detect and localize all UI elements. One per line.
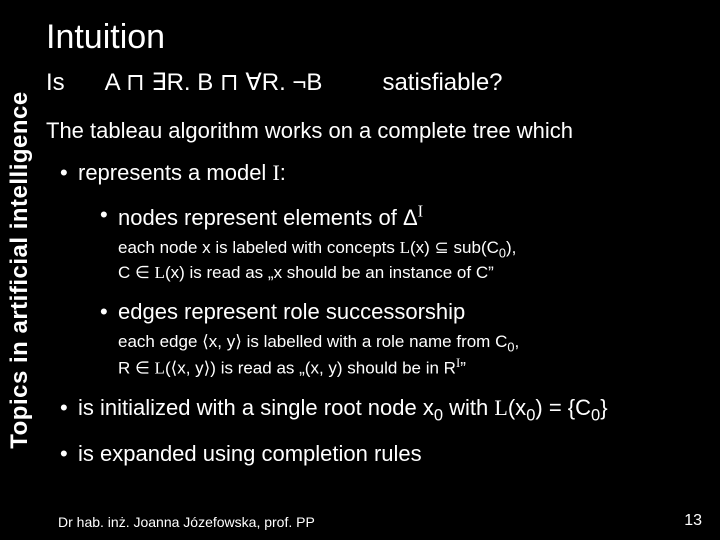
bullet-text: is expanded using completion rules (78, 441, 422, 466)
slide-title: Intuition (46, 18, 165, 57)
intro-line: The tableau algorithm works on a complet… (46, 118, 573, 144)
footer-page-number: 13 (684, 512, 702, 530)
bullet-text: is initialized with a single root node x… (78, 395, 608, 420)
bullet-nodes: nodes represent elements of ΔI (100, 202, 700, 231)
question-is: Is (46, 69, 65, 97)
bullet-text: nodes represent elements of ΔI (118, 205, 423, 230)
question-expression: A ⊓ ∃R. B ⊓ ∀R. ¬B (105, 68, 323, 97)
question-row: Is A ⊓ ∃R. B ⊓ ∀R. ¬B satisfiable? (46, 68, 503, 97)
bullet-initialized: is initialized with a single root node x… (60, 395, 700, 425)
question-satisfiable: satisfiable? (382, 69, 502, 97)
detail-nodes: each node x is labeled with concepts L(x… (118, 237, 700, 285)
detail-edges: each edge ⟨x, y⟩ is labelled with a role… (118, 331, 700, 381)
bullet-text: edges represent role successorship (118, 299, 465, 324)
bullet-represents-model: represents a model I: (60, 160, 700, 186)
content-area: represents a model I: nodes represent el… (60, 160, 700, 483)
bullet-expanded: is expanded using completion rules (60, 441, 700, 467)
bullet-text: represents a model I: (78, 160, 286, 185)
sidebar-label: Topics in artificial intelligence (6, 0, 34, 540)
bullet-edges: edges represent role successorship (100, 299, 700, 325)
footer-author: Dr hab. inż. Joanna Józefowska, prof. PP (58, 514, 315, 530)
